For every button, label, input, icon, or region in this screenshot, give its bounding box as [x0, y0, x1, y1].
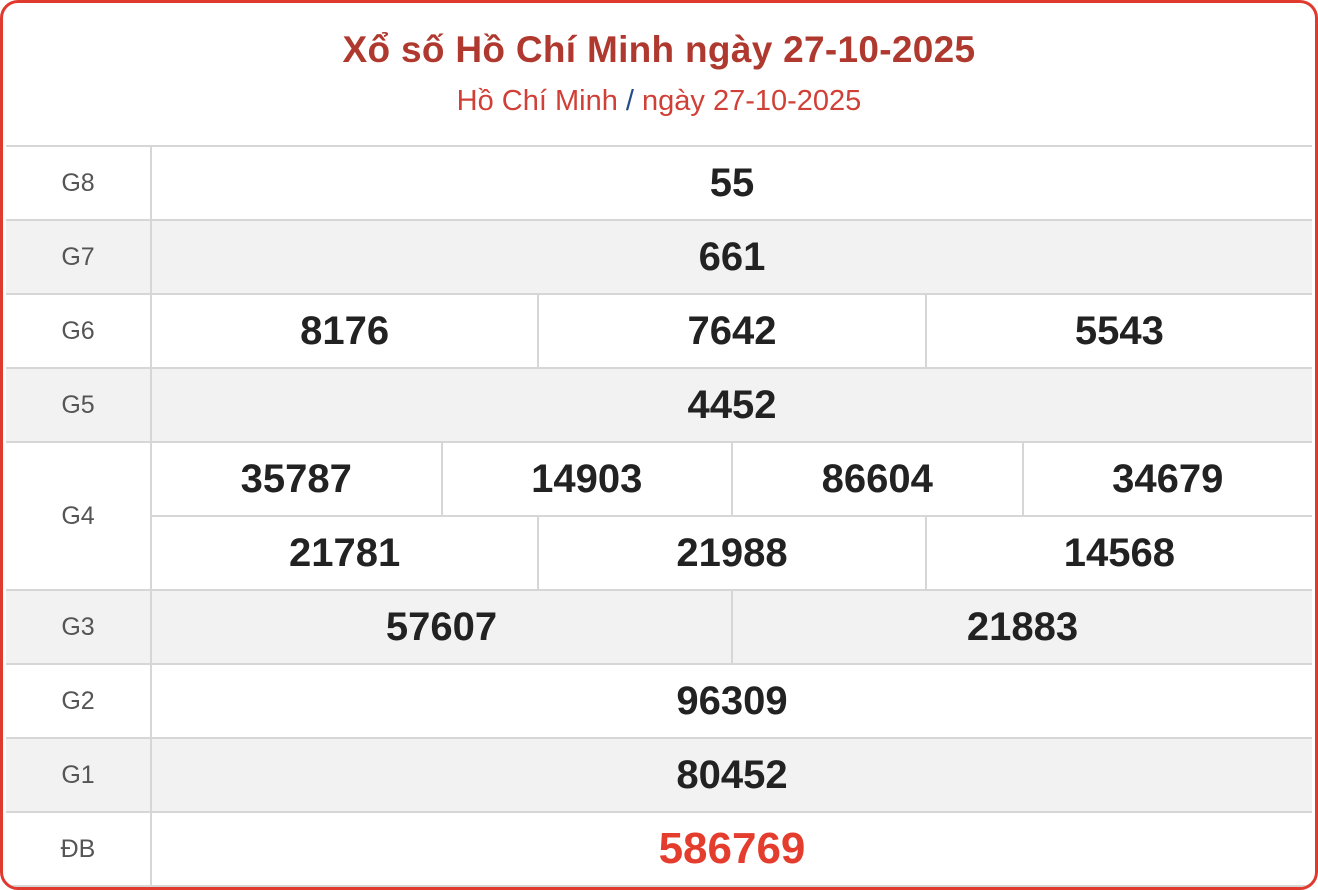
prize-row-2: G6 8176 7642 5543	[6, 295, 1312, 369]
header: Xổ số Hồ Chí Minh ngày 27-10-2025 Hồ Chí…	[3, 3, 1315, 145]
prize-number: 661	[698, 234, 766, 279]
prize-label: G8	[6, 147, 152, 219]
prize-subrow: 57607 21883	[152, 591, 1312, 663]
prize-label: G6	[6, 295, 152, 367]
prize-number: 55	[709, 160, 755, 205]
page-title: Xổ số Hồ Chí Minh ngày 27-10-2025	[342, 29, 976, 70]
prize-number: 86604	[731, 443, 1022, 515]
breadcrumb-separator: /	[625, 85, 634, 117]
prize-number: 57607	[385, 604, 498, 649]
prize-subrow: 55	[152, 147, 1312, 219]
prize-number: 34679	[1021, 443, 1313, 515]
prize-row-7: G1 80452	[6, 739, 1312, 813]
prize-subrow: 4452	[152, 369, 1312, 441]
prize-row-6: G2 96309	[6, 665, 1312, 739]
prize-label: G3	[6, 591, 152, 663]
breadcrumb-date-link[interactable]: ngày 27-10-2025	[642, 85, 862, 117]
prize-subrow: 80452	[152, 739, 1312, 811]
prize-number: 8176	[300, 308, 390, 353]
prize-number: 80452	[676, 752, 788, 797]
prize-label: G2	[6, 665, 152, 737]
prize-subrow: 661	[152, 221, 1312, 293]
results-table: G8 55 G7 661 G6 8176 7642 5543 G5 4452 G4 35787 1490…	[6, 145, 1312, 887]
prize-number: 21781	[289, 530, 401, 575]
breadcrumb: Hồ Chí Minh / ngày 27-10-2025	[3, 85, 1315, 118]
prize-subrow: 35787 14903 86604 34679	[152, 443, 1312, 515]
prize-label: G1	[6, 739, 152, 811]
prize-label: ĐB	[6, 813, 152, 885]
breadcrumb-province-link[interactable]: Hồ Chí Minh	[456, 85, 618, 117]
prize-label: G5	[6, 369, 152, 441]
prize-number: 7642	[537, 295, 924, 367]
prize-number: 14903	[440, 443, 732, 515]
prize-row-0: G8 55	[6, 147, 1312, 221]
prize-number: 21883	[731, 591, 1312, 663]
prize-number: 21988	[537, 517, 924, 589]
prize-row-1: G7 661	[6, 221, 1312, 295]
prize-row-8: ĐB 586769	[6, 813, 1312, 887]
prize-number: 35787	[240, 456, 352, 501]
prize-number: 14568	[924, 517, 1312, 589]
prize-subrow: 8176 7642 5543	[152, 295, 1312, 367]
prize-subrow: 96309	[152, 665, 1312, 737]
special-prize-number: 586769	[658, 824, 806, 873]
prize-subrow: 21781 21988 14568	[152, 515, 1312, 589]
prize-number: 5543	[924, 295, 1312, 367]
prize-subrow: 586769	[152, 813, 1312, 885]
prize-number: 4452	[687, 382, 777, 427]
prize-row-3: G5 4452	[6, 369, 1312, 443]
prize-row-4: G4 35787 14903 86604 34679 21781 21988 14568	[6, 443, 1312, 591]
prize-label: G4	[6, 443, 152, 589]
prize-row-5: G3 57607 21883	[6, 591, 1312, 665]
prize-number: 96309	[676, 678, 788, 723]
prize-label: G7	[6, 221, 152, 293]
